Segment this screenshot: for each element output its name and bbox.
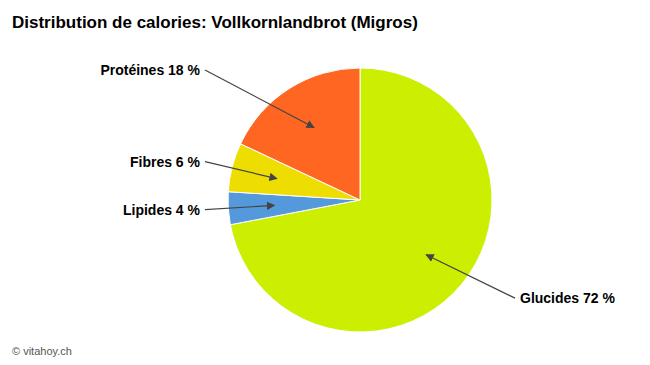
chart: Distribution de calories: Vollkornlandbr… <box>0 0 650 365</box>
slice-label: Fibres 6 % <box>130 154 201 170</box>
arrow <box>205 205 274 209</box>
pie <box>228 68 492 332</box>
labels: Glucides 72 % Lipides 4 % Fibres 6 % Protéi… <box>100 62 615 306</box>
slice-label: Protéines 18 % <box>100 62 200 78</box>
slice-label: Glucides 72 % <box>520 290 615 306</box>
arrow <box>205 70 314 128</box>
title: Distribution de calories: Vollkornlandbr… <box>12 13 418 32</box>
arrow <box>205 162 277 179</box>
chart-container: Distribution de calories: Vollkornlandbr… <box>0 0 650 365</box>
arrow <box>426 255 515 298</box>
annotation: © vitahoy.ch <box>12 345 72 357</box>
slice-label: Lipides 4 % <box>123 202 201 218</box>
slice <box>241 68 360 200</box>
